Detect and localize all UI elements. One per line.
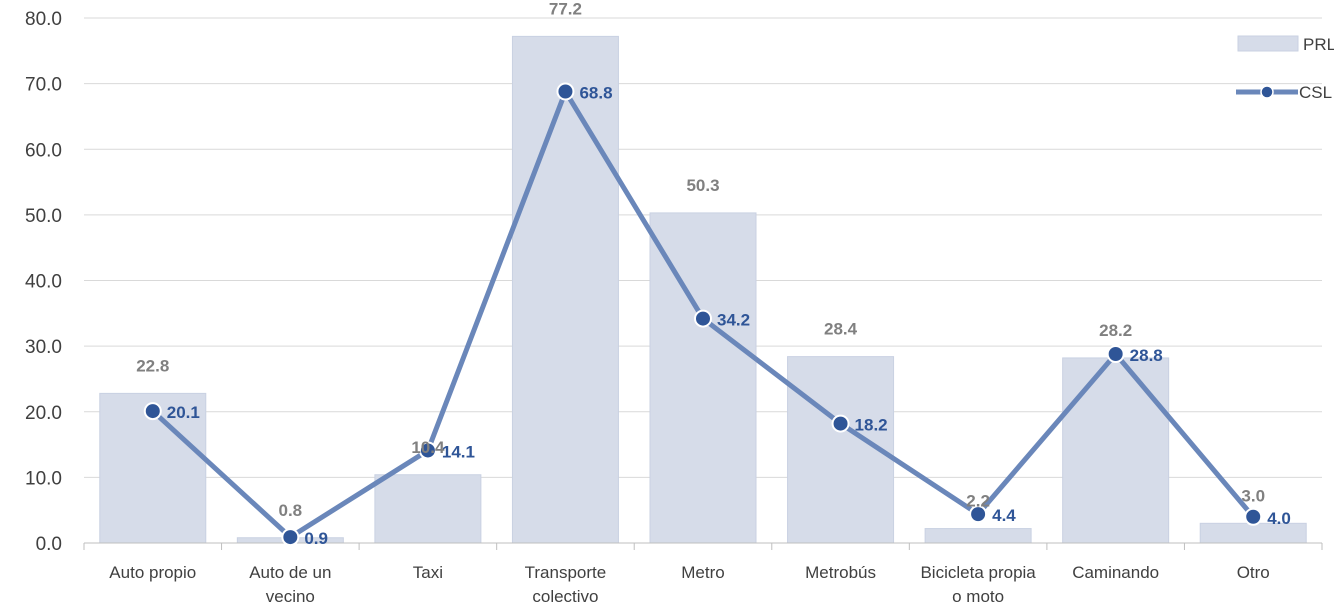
bar-value-label: 22.8 — [136, 356, 169, 375]
bar — [511, 35, 619, 544]
line-marker — [1244, 507, 1263, 526]
line-marker — [969, 505, 988, 524]
line-value-label: 34.2 — [717, 311, 750, 330]
bar-value-label: 50.3 — [686, 176, 719, 195]
x-tick-line: colectivo — [532, 587, 598, 606]
x-tick-line: Bicicleta propia — [920, 563, 1036, 582]
x-tick-line: Transporte — [525, 563, 607, 582]
y-tick-label: 0.0 — [36, 534, 62, 555]
line-series-csl — [143, 82, 1263, 547]
bar-value-label: 28.4 — [824, 320, 858, 339]
y-tick-label: 70.0 — [25, 75, 62, 96]
x-tick-label: Bicicleta propia o moto — [920, 563, 1036, 606]
y-tick-label: 40.0 — [25, 272, 62, 293]
bar-value-label: 28.2 — [1099, 321, 1132, 340]
x-tick-line: Otro — [1237, 563, 1270, 582]
legend: PRL CSL — [1236, 35, 1334, 102]
y-tick-label: 20.0 — [25, 403, 62, 424]
line-value-label: 4.0 — [1267, 509, 1291, 528]
line-value-label: 4.4 — [992, 506, 1016, 525]
legend-swatch-prl — [1237, 35, 1299, 52]
y-tick-label: 30.0 — [25, 337, 62, 358]
bar — [1062, 357, 1170, 544]
x-tick-label: Taxi — [413, 563, 443, 582]
x-axis — [83, 542, 1323, 550]
x-tick-line: Auto de un — [249, 563, 331, 582]
legend-swatch-csl-marker — [1260, 85, 1274, 99]
data-labels: 22.8 0.8 10.4 77.2 50.3 28.4 2.2 28.2 3.0 20.1 0.9… — [136, 0, 1291, 548]
line-marker — [1106, 345, 1125, 363]
y-tick-label: 50.0 — [25, 206, 62, 227]
x-axis-ticks: Auto propio Auto de un vecino Taxi Transport… — [109, 563, 1269, 606]
y-tick-label: 10.0 — [25, 468, 62, 489]
line-marker — [831, 414, 850, 433]
x-tick-line: vecino — [266, 587, 315, 606]
bar — [374, 474, 482, 544]
bar-value-label: 2.2 — [966, 492, 990, 511]
bar-value-label: 0.8 — [279, 501, 303, 520]
line-value-label: 0.9 — [304, 529, 328, 548]
y-axis-ticks: 0.0 10.0 20.0 30.0 40.0 50.0 60.0 70.0 80.0 — [25, 9, 62, 555]
bar-value-label: 3.0 — [1241, 486, 1265, 505]
x-tick-label: Auto de un vecino — [249, 563, 331, 606]
x-tick-line: Auto propio — [109, 563, 196, 582]
line-marker — [556, 82, 575, 101]
x-tick-line: Caminando — [1072, 563, 1159, 582]
bar — [649, 212, 757, 544]
x-tick-line: Metrobús — [805, 563, 876, 582]
x-tick-label: Metro — [681, 563, 724, 582]
bar-series-prl — [99, 35, 1307, 544]
bar-value-label: 10.4 — [411, 438, 445, 457]
line-value-label: 68.8 — [579, 84, 612, 103]
legend-label-csl: CSL — [1299, 83, 1332, 102]
x-tick-label: Otro — [1237, 563, 1270, 582]
bar — [924, 528, 1032, 544]
x-tick-line: Metro — [681, 563, 724, 582]
line-marker — [694, 309, 712, 328]
line-value-label: 20.1 — [167, 403, 200, 422]
x-tick-label: Transporte colectivo — [525, 563, 607, 606]
line-marker — [143, 402, 162, 421]
x-tick-label: Auto propio — [109, 563, 196, 582]
line-value-label: 14.1 — [442, 442, 475, 461]
x-tick-line: o moto — [952, 587, 1004, 606]
y-tick-label: 80.0 — [25, 9, 62, 30]
y-tick-label: 60.0 — [25, 140, 62, 161]
line-marker — [418, 441, 437, 460]
line-value-label: 28.8 — [1130, 346, 1163, 365]
line-value-label: 18.2 — [855, 416, 888, 435]
x-tick-label: Caminando — [1072, 563, 1159, 582]
line-marker — [281, 528, 300, 547]
x-tick-line: Taxi — [413, 563, 443, 582]
bar-value-label: 77.2 — [549, 0, 582, 18]
legend-label-prl: PRL — [1303, 35, 1334, 54]
x-tick-label: Metrobús — [805, 563, 876, 582]
